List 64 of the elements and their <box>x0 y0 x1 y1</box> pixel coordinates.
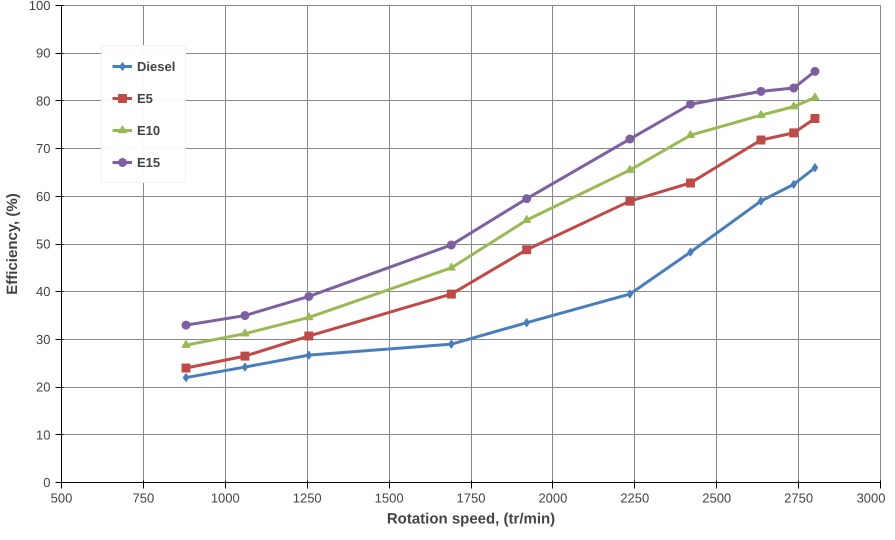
x-tick-label: 500 <box>50 490 72 506</box>
x-tick-label: 1750 <box>456 490 486 506</box>
point <box>812 163 818 172</box>
y-axis-title: Efficiency, (%) <box>4 193 21 295</box>
point <box>446 262 456 271</box>
point <box>304 292 314 301</box>
point <box>242 362 248 372</box>
y-tick-label: 100 <box>28 0 51 13</box>
point <box>686 100 695 109</box>
y-tick-label: 10 <box>36 427 51 442</box>
point <box>304 312 314 320</box>
x-tick-label: 3000 <box>856 490 886 506</box>
y-tick-label: 20 <box>36 380 51 395</box>
y-tick-label: 30 <box>36 332 51 347</box>
point <box>181 364 190 373</box>
x-tick-label: 1250 <box>292 490 322 506</box>
point <box>522 194 532 204</box>
point <box>789 128 798 138</box>
point <box>686 178 695 188</box>
y-tick-label: 40 <box>36 284 51 300</box>
y-tick-label: 60 <box>36 188 51 204</box>
point <box>182 373 190 382</box>
legend-label: E15 <box>137 154 160 170</box>
point <box>686 130 695 138</box>
point <box>240 311 250 320</box>
point <box>240 352 250 361</box>
x-tick-label: 2500 <box>702 490 732 506</box>
point <box>810 114 820 124</box>
x-tick-label: 1000 <box>210 490 240 506</box>
point <box>626 290 634 299</box>
point <box>756 86 766 96</box>
point <box>758 196 764 206</box>
y-tick-label: 80 <box>36 93 51 108</box>
legend-label: E10 <box>137 122 160 138</box>
x-tick-label: 1500 <box>374 490 404 506</box>
point <box>789 84 798 93</box>
point <box>446 290 456 299</box>
y-tick-label: 50 <box>36 236 51 252</box>
point <box>522 245 532 254</box>
point <box>181 320 190 330</box>
point <box>240 328 250 336</box>
point <box>625 134 634 144</box>
y-tick-label: 70 <box>36 141 51 156</box>
point <box>448 340 455 349</box>
point <box>810 66 820 76</box>
point <box>306 350 312 360</box>
x-axis-title: Rotation speed, (tr/min) <box>386 510 556 528</box>
legend-label: Diesel <box>137 58 176 74</box>
point <box>181 340 190 348</box>
y-tick-label: 0 <box>43 475 51 490</box>
point <box>687 248 694 257</box>
point <box>756 136 766 145</box>
y-tick-label: 90 <box>36 46 51 61</box>
x-tick-label: 2250 <box>620 490 650 506</box>
point <box>789 102 798 110</box>
x-tick-label: 2750 <box>784 490 814 506</box>
point <box>522 215 532 223</box>
x-tick-label: 750 <box>132 490 154 506</box>
x-tick-label: 2000 <box>538 490 568 506</box>
point <box>446 240 456 250</box>
point <box>304 332 314 341</box>
legend-label: E5 <box>137 90 154 106</box>
point <box>756 110 766 118</box>
point <box>625 196 634 206</box>
